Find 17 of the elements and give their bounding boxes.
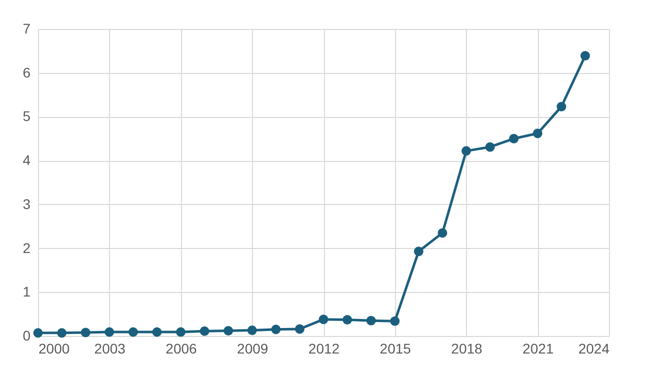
y-tick-label: 7 <box>22 20 31 36</box>
x-tick-label: 2003 <box>94 340 126 356</box>
y-tick-label: 1 <box>22 284 31 300</box>
x-tick-label: 2018 <box>451 340 483 356</box>
y-tick-label: 5 <box>22 108 31 124</box>
y-tick-label: 2 <box>22 240 31 256</box>
x-tick-label: 2015 <box>380 340 412 356</box>
y-tick-label: 0 <box>22 328 31 344</box>
x-tick-label: 2000 <box>38 340 70 356</box>
x-tick-label: 2009 <box>237 340 268 356</box>
x-tick-label: 2024 <box>578 340 610 356</box>
x-tick-label: 2006 <box>166 340 198 356</box>
y-tick-label: 3 <box>22 196 31 212</box>
x-tick-label: 2012 <box>308 340 340 356</box>
y-tick-label: 6 <box>22 64 31 80</box>
x-tick-label: 2021 <box>522 340 554 356</box>
y-tick-label: 4 <box>22 152 31 168</box>
